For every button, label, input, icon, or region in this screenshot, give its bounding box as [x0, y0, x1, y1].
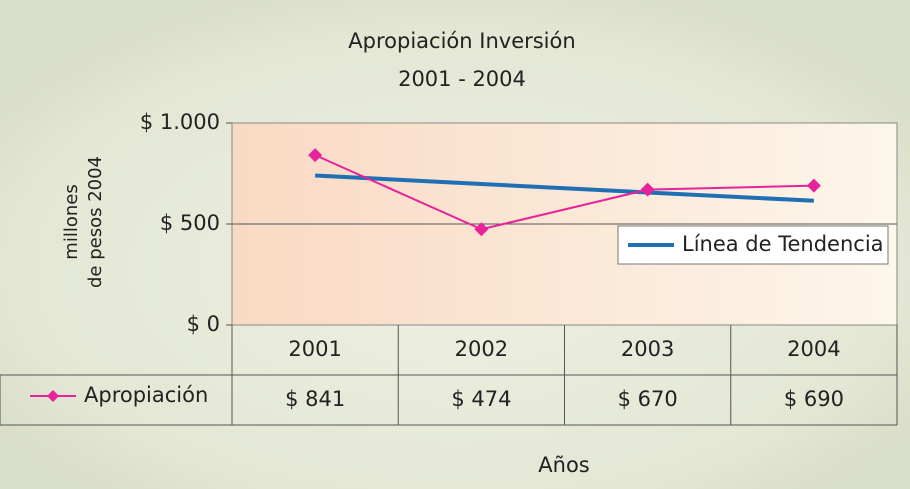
point: [474, 222, 489, 237]
y-label-line: de pesos 2004: [85, 156, 106, 288]
x-tick-label: 2001: [288, 337, 341, 361]
point: [308, 148, 323, 163]
legend-label: Apropiación: [84, 383, 208, 407]
data-label: $ 670: [618, 387, 678, 411]
chart-title: Apropiación Inversión: [348, 29, 575, 53]
y-tick-label: $ 0: [187, 312, 220, 336]
x-tick-label: 2003: [621, 337, 674, 361]
legend-label: Línea de Tendencia: [682, 232, 884, 256]
data-label: $ 690: [784, 387, 844, 411]
x-tick-label: 2002: [455, 337, 508, 361]
x-axis-label: Años: [538, 453, 589, 477]
y-tick-label: $ 500: [160, 211, 220, 235]
y-label-line: millones: [61, 184, 82, 259]
y-tick-label: $ 1.000: [140, 110, 220, 134]
data-label: $ 474: [451, 387, 511, 411]
legend-marker: [47, 390, 59, 402]
x-tick-label: 2004: [787, 337, 840, 361]
point: [806, 178, 821, 193]
series-line: [315, 173, 814, 203]
chart-subtitle: 2001 - 2004: [398, 67, 526, 91]
series-line: [314, 154, 814, 231]
data-label: $ 841: [285, 387, 345, 411]
y-axis-label: millones de pesos 2004: [61, 156, 106, 288]
point: [640, 182, 655, 197]
